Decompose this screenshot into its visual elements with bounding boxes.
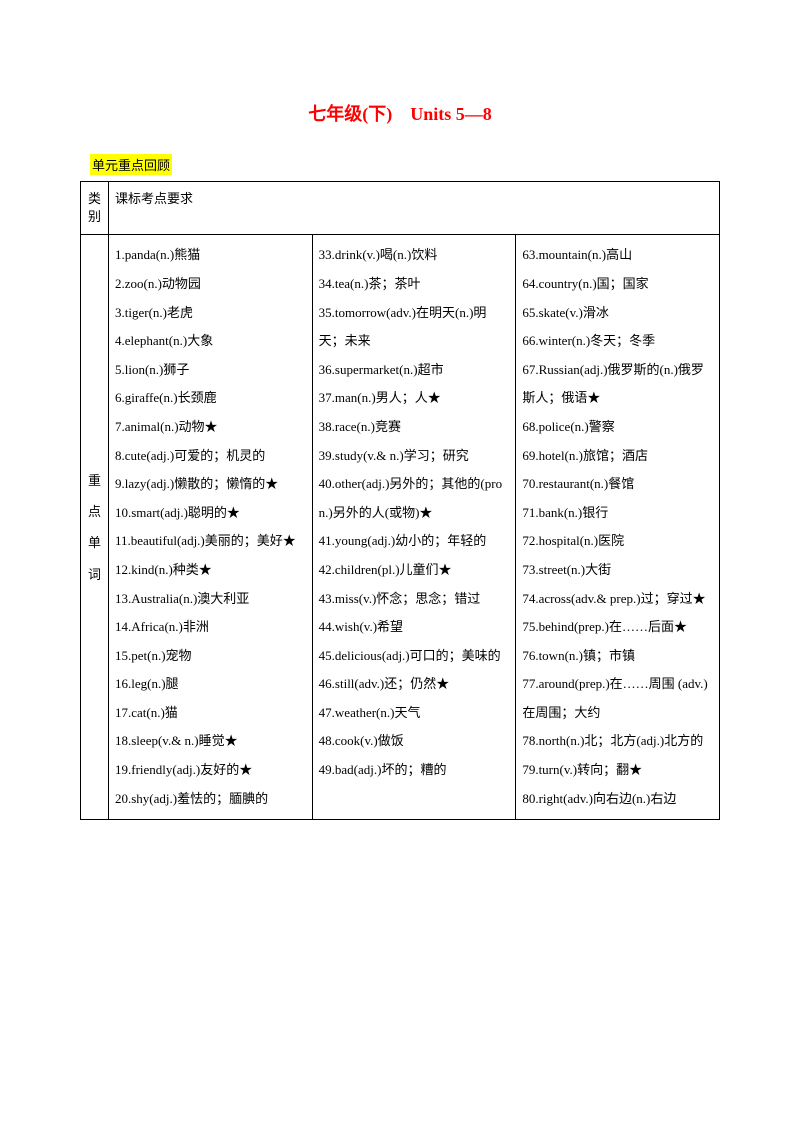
table-header-row: 类别 课标考点要求 [81, 182, 720, 235]
category-cell: 重 点 单 词 [81, 235, 109, 820]
vocab-col-2: 33.drink(v.)喝(n.)饮料34.tea(n.)茶；茶叶35.tomo… [312, 235, 516, 820]
header-requirement: 课标考点要求 [109, 182, 720, 235]
vocab-col-3: 63.mountain(n.)高山64.country(n.)国；国家65.sk… [516, 235, 720, 820]
header-category: 类别 [81, 182, 109, 235]
category-char: 词 [83, 559, 106, 590]
category-char: 重 [83, 465, 106, 496]
category-char: 单 [83, 527, 106, 558]
table-content-row: 重 点 单 词 1.panda(n.)熊猫2.zoo(n.)动物园3.tiger… [81, 235, 720, 820]
vocab-col-1: 1.panda(n.)熊猫2.zoo(n.)动物园3.tiger(n.)老虎4.… [109, 235, 313, 820]
section-label: 单元重点回顾 [90, 154, 172, 175]
vocab-table: 类别 课标考点要求 重 点 单 词 1.panda(n.)熊猫2.zoo(n.)… [80, 181, 720, 820]
category-char: 点 [83, 496, 106, 527]
page-title: 七年级(下) Units 5—8 [80, 100, 720, 126]
